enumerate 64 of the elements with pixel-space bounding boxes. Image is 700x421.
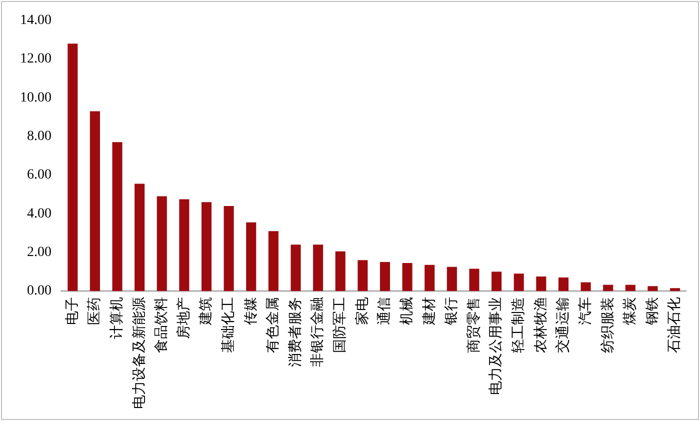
x-tick-label: 传媒	[242, 297, 259, 325]
x-tick-label: 医药	[86, 297, 103, 325]
bar	[558, 277, 568, 291]
bar	[492, 272, 502, 291]
x-tick-label: 非银行金融	[310, 297, 326, 367]
y-tick-label: 12.00	[20, 52, 52, 67]
bar	[536, 276, 546, 291]
y-tick-label: 10.00	[20, 90, 52, 106]
bar	[580, 282, 591, 291]
bar	[469, 268, 480, 291]
x-tick-label: 建材	[421, 297, 438, 326]
x-tick-label: 机械	[398, 297, 415, 325]
y-tick-label: 14.00	[20, 13, 52, 28]
x-tick-label: 电子	[64, 297, 80, 325]
x-tick-label: 交通运输	[555, 297, 572, 353]
bar	[670, 288, 680, 291]
x-tick-label: 石油石化	[666, 297, 683, 353]
bar	[446, 266, 457, 291]
x-tick-label: 有色金属	[265, 297, 282, 353]
x-tick-label: 汽车	[577, 297, 594, 325]
bar	[179, 199, 190, 291]
bar	[424, 264, 435, 291]
bar	[603, 284, 614, 291]
x-tick-label: 电力及公用事业	[488, 297, 504, 395]
bar	[268, 231, 278, 291]
y-tick-label: 6.00	[27, 168, 52, 183]
x-tick-label: 食品饮料	[154, 297, 170, 353]
x-tick-label: 轻工制造	[510, 297, 527, 353]
x-tick-label: 纺织服装	[600, 297, 616, 353]
bar	[514, 274, 524, 291]
x-tick-label: 电力设备及新能源	[131, 297, 148, 409]
x-tick-label: 农林牧渔	[532, 297, 549, 353]
bar	[224, 206, 234, 291]
x-tick-label: 银行	[444, 297, 460, 326]
x-tick-label: 建筑	[198, 297, 214, 326]
x-tick-label: 钢铁	[644, 297, 660, 326]
bar	[313, 244, 324, 291]
y-tick-label: 2.00	[27, 245, 52, 260]
bar	[335, 251, 346, 291]
bar	[625, 284, 636, 291]
bar	[290, 244, 301, 291]
x-tick-label: 房地产	[176, 297, 192, 339]
x-tick-label: 消费者服务	[287, 297, 304, 367]
y-tick-label: 8.00	[27, 129, 52, 144]
bar	[201, 202, 212, 291]
x-tick-label: 计算机	[108, 297, 125, 339]
x-tick-label: 商贸零售	[466, 297, 482, 353]
x-tick-label: 基础化工	[220, 297, 236, 353]
bar	[358, 260, 368, 291]
bar	[648, 286, 658, 291]
y-tick-label: 4.00	[27, 206, 52, 222]
x-tick-label: 通信	[376, 297, 393, 325]
bar	[68, 44, 78, 291]
x-tick-label: 国防军工	[332, 297, 348, 353]
bar	[90, 111, 100, 291]
bar	[402, 262, 412, 291]
bar	[156, 196, 167, 291]
bar	[112, 142, 122, 291]
bar	[380, 262, 390, 291]
x-tick-label: 煤炭	[622, 297, 638, 325]
bar	[246, 222, 256, 291]
y-tick-label: 0.00	[27, 284, 52, 299]
x-tick-label: 家电	[354, 297, 370, 325]
bar	[134, 184, 145, 291]
